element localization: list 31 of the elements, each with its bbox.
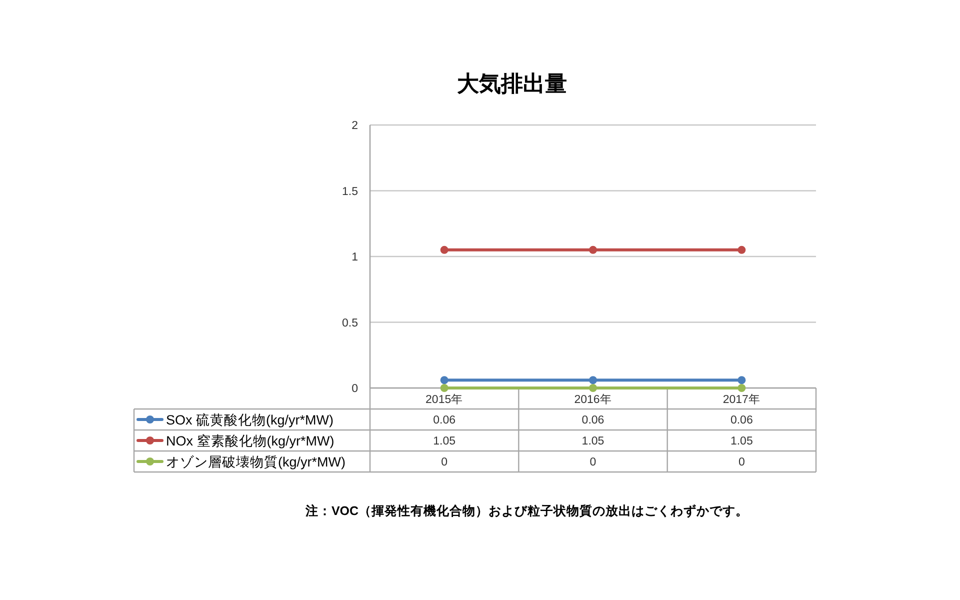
point xyxy=(589,376,597,384)
y-tick-label: 2 xyxy=(352,120,358,132)
y-tick-label: 1 xyxy=(352,252,358,264)
point xyxy=(589,246,597,254)
point xyxy=(738,246,746,254)
data-label: 0.06 xyxy=(582,414,604,426)
text: 注：VOC（揮発性有機化合物）および粒子状物質の放出はごくわずかです。 xyxy=(304,503,749,518)
y-tick-label: 0 xyxy=(352,383,358,395)
legend-label: NOx 窒素酸化物(kg/yr*MW) xyxy=(166,434,334,448)
data-label: 0 xyxy=(441,456,448,468)
x-tick-label: 2017年 xyxy=(722,393,760,406)
data-label: 0 xyxy=(738,456,745,468)
data-label: 1.05 xyxy=(730,436,753,448)
y-tick-label: 1.5 xyxy=(342,186,358,198)
data-label: 0 xyxy=(590,456,596,468)
point xyxy=(738,384,746,392)
point xyxy=(589,384,597,392)
point xyxy=(440,246,448,254)
y-tick-label: 0.5 xyxy=(342,317,358,330)
data-label: 0.06 xyxy=(730,414,753,426)
data-label: 1.05 xyxy=(433,436,456,448)
legend-label: SOx 硫黄酸化物(kg/yr*MW) xyxy=(166,412,334,428)
title: 大気排出量 xyxy=(457,71,567,96)
point xyxy=(440,384,448,392)
x-tick-label: 2016年 xyxy=(574,393,612,406)
data-label: 1.05 xyxy=(582,436,604,448)
point xyxy=(440,376,448,384)
data-label: 0.06 xyxy=(433,414,456,426)
legend-label: オゾン層破壊物質(kg/yr*MW) xyxy=(166,454,346,470)
point xyxy=(738,376,746,384)
x-tick-label: 2015年 xyxy=(426,393,464,406)
